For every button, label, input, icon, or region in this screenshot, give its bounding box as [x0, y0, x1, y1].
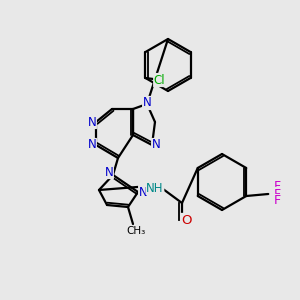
Text: CH₃: CH₃	[126, 226, 146, 236]
Text: N: N	[139, 185, 147, 199]
Text: N: N	[142, 97, 152, 110]
Text: F: F	[274, 188, 281, 200]
Text: N: N	[152, 139, 160, 152]
Text: N: N	[88, 116, 96, 128]
Text: F: F	[274, 194, 281, 208]
Text: NH: NH	[146, 182, 164, 194]
Text: N: N	[105, 166, 113, 178]
Text: N: N	[88, 139, 96, 152]
Text: F: F	[274, 181, 281, 194]
Text: Cl: Cl	[154, 74, 165, 86]
Text: O: O	[181, 214, 191, 226]
